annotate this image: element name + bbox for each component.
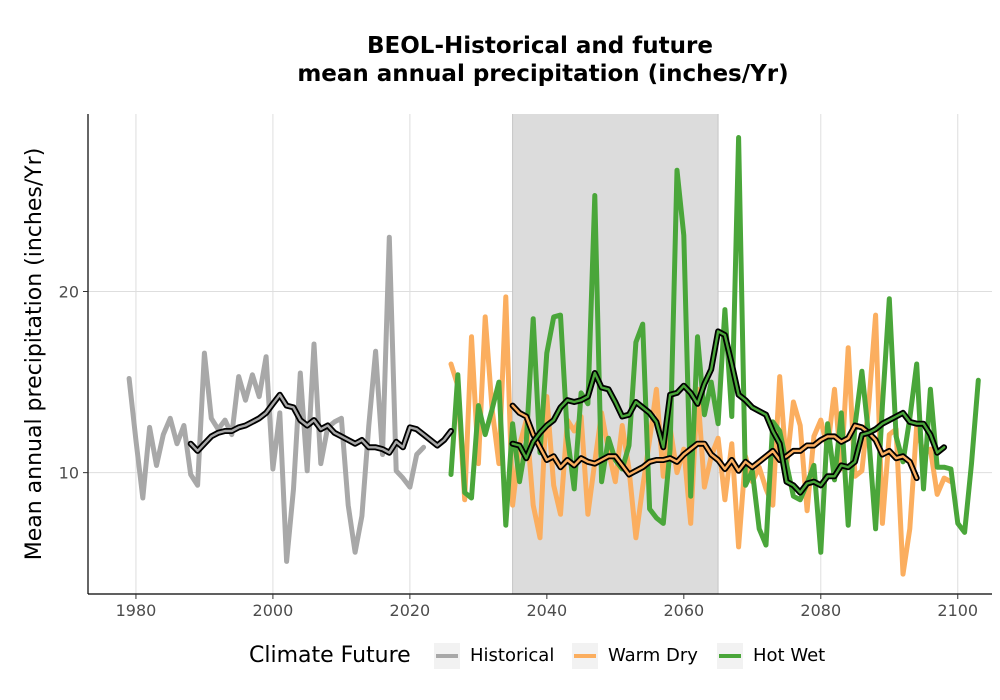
x-tick-label-2100: 2100 (937, 601, 978, 620)
legend-item-hot-wet: Hot Wet (717, 643, 825, 669)
y-axis-ticks: 10 20 (59, 283, 88, 483)
smooth-line-warm-dry (511, 404, 918, 480)
x-tick-label-2000: 2000 (253, 601, 294, 620)
chart-title-line-1: BEOL-Historical and future (367, 33, 713, 59)
smoothed-lines (187, 328, 948, 496)
legend-label-warm-dry: Warm Dry (608, 645, 698, 666)
smooth-line-historical (189, 393, 453, 454)
smooth-line-hot-wet (511, 330, 946, 494)
legend-label-historical: Historical (470, 645, 554, 666)
x-tick-label-2040: 2040 (526, 601, 567, 620)
chart-title-line-2: mean annual precipitation (inches/Yr) (297, 61, 788, 87)
y-tick-label-20: 20 (59, 283, 79, 302)
legend-title: Climate Future (249, 643, 411, 668)
chart-title: BEOL-Historical and future mean annual p… (297, 33, 788, 87)
x-tick-label-2020: 2020 (390, 601, 431, 620)
legend-item-historical: Historical (434, 643, 554, 669)
legend-label-hot-wet: Hot Wet (753, 645, 825, 666)
legend-item-warm-dry: Warm Dry (572, 643, 698, 669)
y-tick-label-10: 10 (59, 464, 79, 483)
x-tick-label-2060: 2060 (663, 601, 704, 620)
legend: Climate Future Historical Warm Dry Hot W… (249, 643, 825, 669)
series-line-historical (126, 234, 427, 564)
y-axis-label: Mean annual precipitation (inches/Yr) (22, 148, 47, 561)
x-axis-ticks: 1980 2000 2020 2040 2060 2080 2100 (116, 594, 978, 620)
x-tick-label-1980: 1980 (116, 601, 157, 620)
axes (87, 114, 992, 595)
x-tick-label-2080: 2080 (800, 601, 841, 620)
